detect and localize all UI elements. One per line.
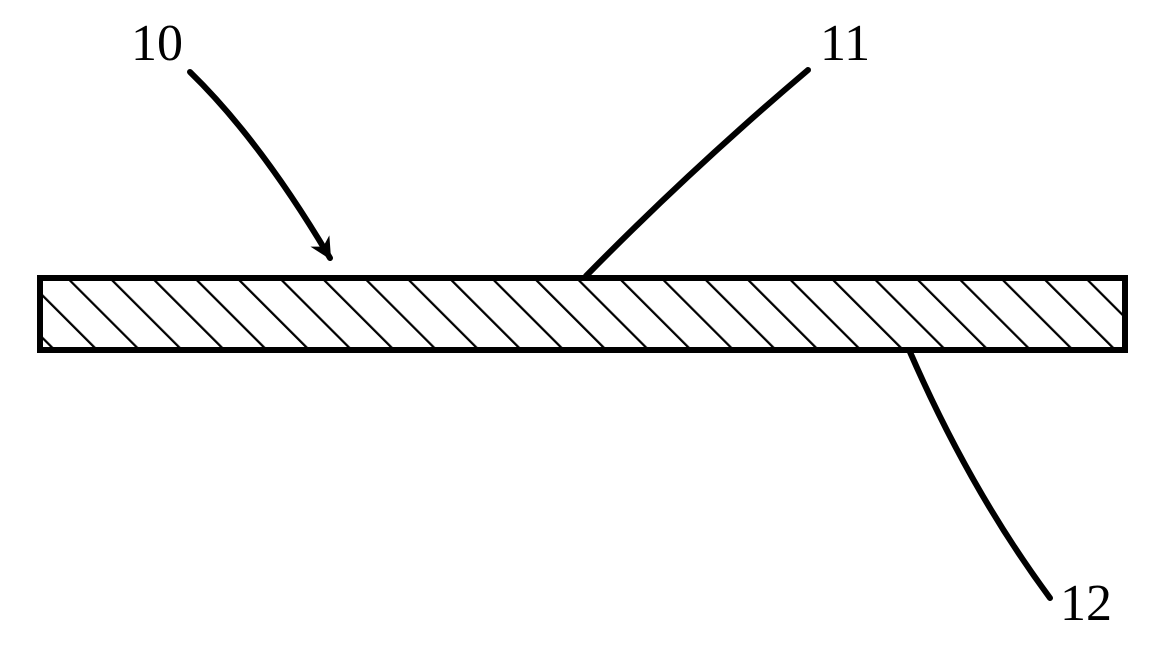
- leader-10-arrow: [190, 72, 330, 258]
- hatched-layer-fill: [40, 278, 1125, 350]
- label-10: 10: [131, 15, 183, 72]
- leader-12-line: [910, 352, 1050, 598]
- label-11: 11: [820, 15, 870, 72]
- figure-canvas: 10 11 12: [0, 0, 1165, 657]
- leader-11-line: [586, 70, 808, 276]
- label-12: 12: [1060, 575, 1112, 632]
